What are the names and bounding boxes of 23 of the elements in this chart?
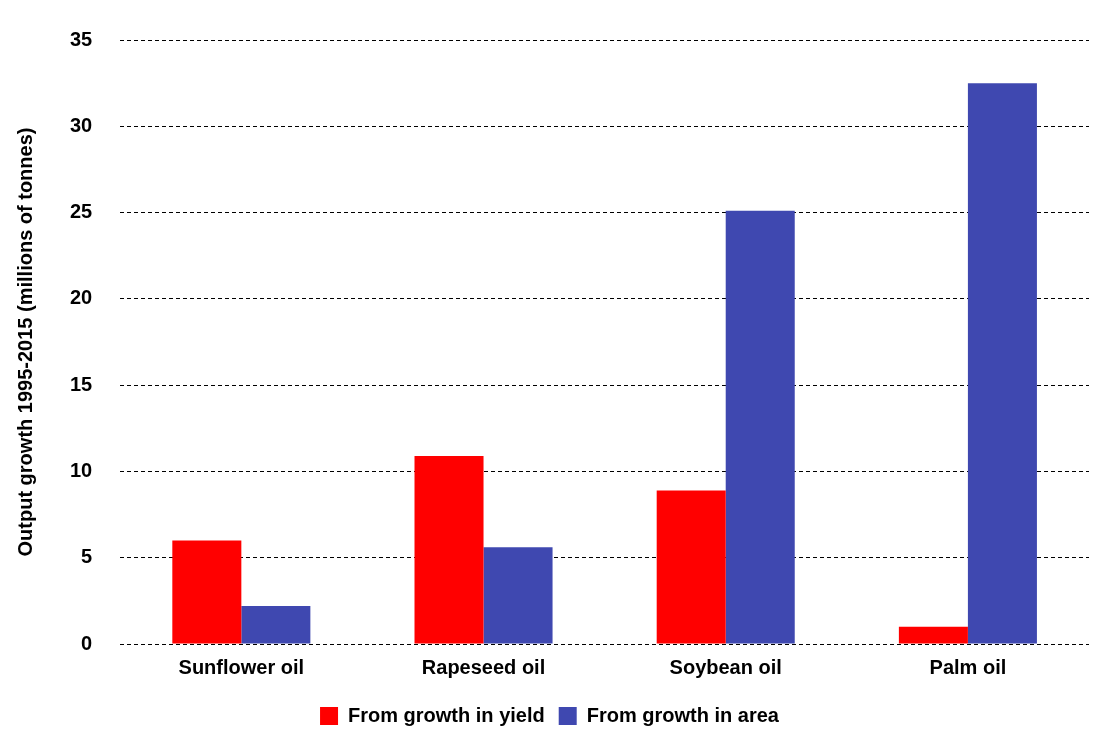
y-tick-label: 15 [70,372,93,395]
bar [967,83,1037,644]
bar [414,455,484,644]
bar [241,606,311,644]
y-axis-title: Output growth 1995-2015 (millions of tonnes) [13,127,36,557]
y-tick-label: 10 [70,458,93,481]
x-tick-label: Palm oil [929,655,1007,678]
y-tick-label: 5 [81,545,93,568]
bar [725,210,795,644]
y-tick-label: 25 [70,200,93,223]
bar [172,540,242,644]
legend-label: From growth in area [586,703,780,726]
legend-label: From growth in yield [348,703,545,726]
y-tick-label: 20 [70,286,93,309]
bar [898,626,968,644]
x-tick-label: Rapeseed oil [421,655,546,678]
bar [656,490,726,644]
y-tick-label: 35 [70,27,93,50]
x-tick-label: Sunflower oil [178,655,305,678]
y-tick-label: 30 [70,113,93,136]
x-tick-label: Soybean oil [669,655,782,678]
y-tick-label: 0 [81,631,93,654]
bar [483,547,553,644]
